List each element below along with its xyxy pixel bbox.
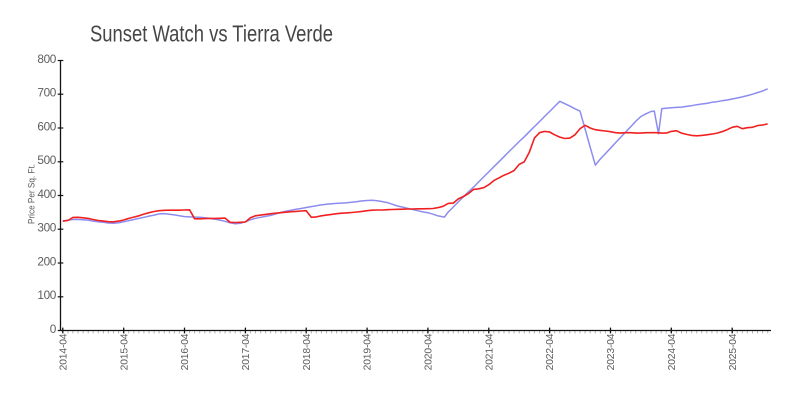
svg-text:800: 800: [37, 52, 56, 66]
svg-text:2017-04: 2017-04: [241, 333, 252, 370]
svg-text:2014-04: 2014-04: [58, 333, 69, 370]
svg-text:2023-04: 2023-04: [606, 333, 617, 370]
svg-text:2025-04: 2025-04: [728, 333, 739, 370]
svg-text:500: 500: [37, 153, 56, 167]
svg-text:Price Per Sq. Ft.: Price Per Sq. Ft.: [27, 164, 38, 224]
svg-text:700: 700: [37, 86, 56, 100]
svg-text:2021-04: 2021-04: [484, 333, 495, 370]
svg-text:300: 300: [37, 221, 56, 235]
svg-text:2015-04: 2015-04: [119, 333, 130, 370]
svg-text:100: 100: [37, 288, 56, 302]
svg-text:2022-04: 2022-04: [545, 333, 556, 370]
svg-text:600: 600: [37, 119, 56, 133]
svg-text:400: 400: [37, 187, 56, 201]
svg-text:200: 200: [37, 254, 56, 268]
svg-text:2018-04: 2018-04: [302, 333, 313, 370]
svg-text:2024-04: 2024-04: [667, 333, 678, 370]
svg-text:0: 0: [50, 322, 57, 336]
svg-text:2016-04: 2016-04: [180, 333, 191, 370]
svg-text:2019-04: 2019-04: [363, 333, 374, 370]
svg-text:Sunset Watch vs Tierra Verde: Sunset Watch vs Tierra Verde: [90, 21, 333, 47]
svg-text:2020-04: 2020-04: [424, 333, 435, 370]
